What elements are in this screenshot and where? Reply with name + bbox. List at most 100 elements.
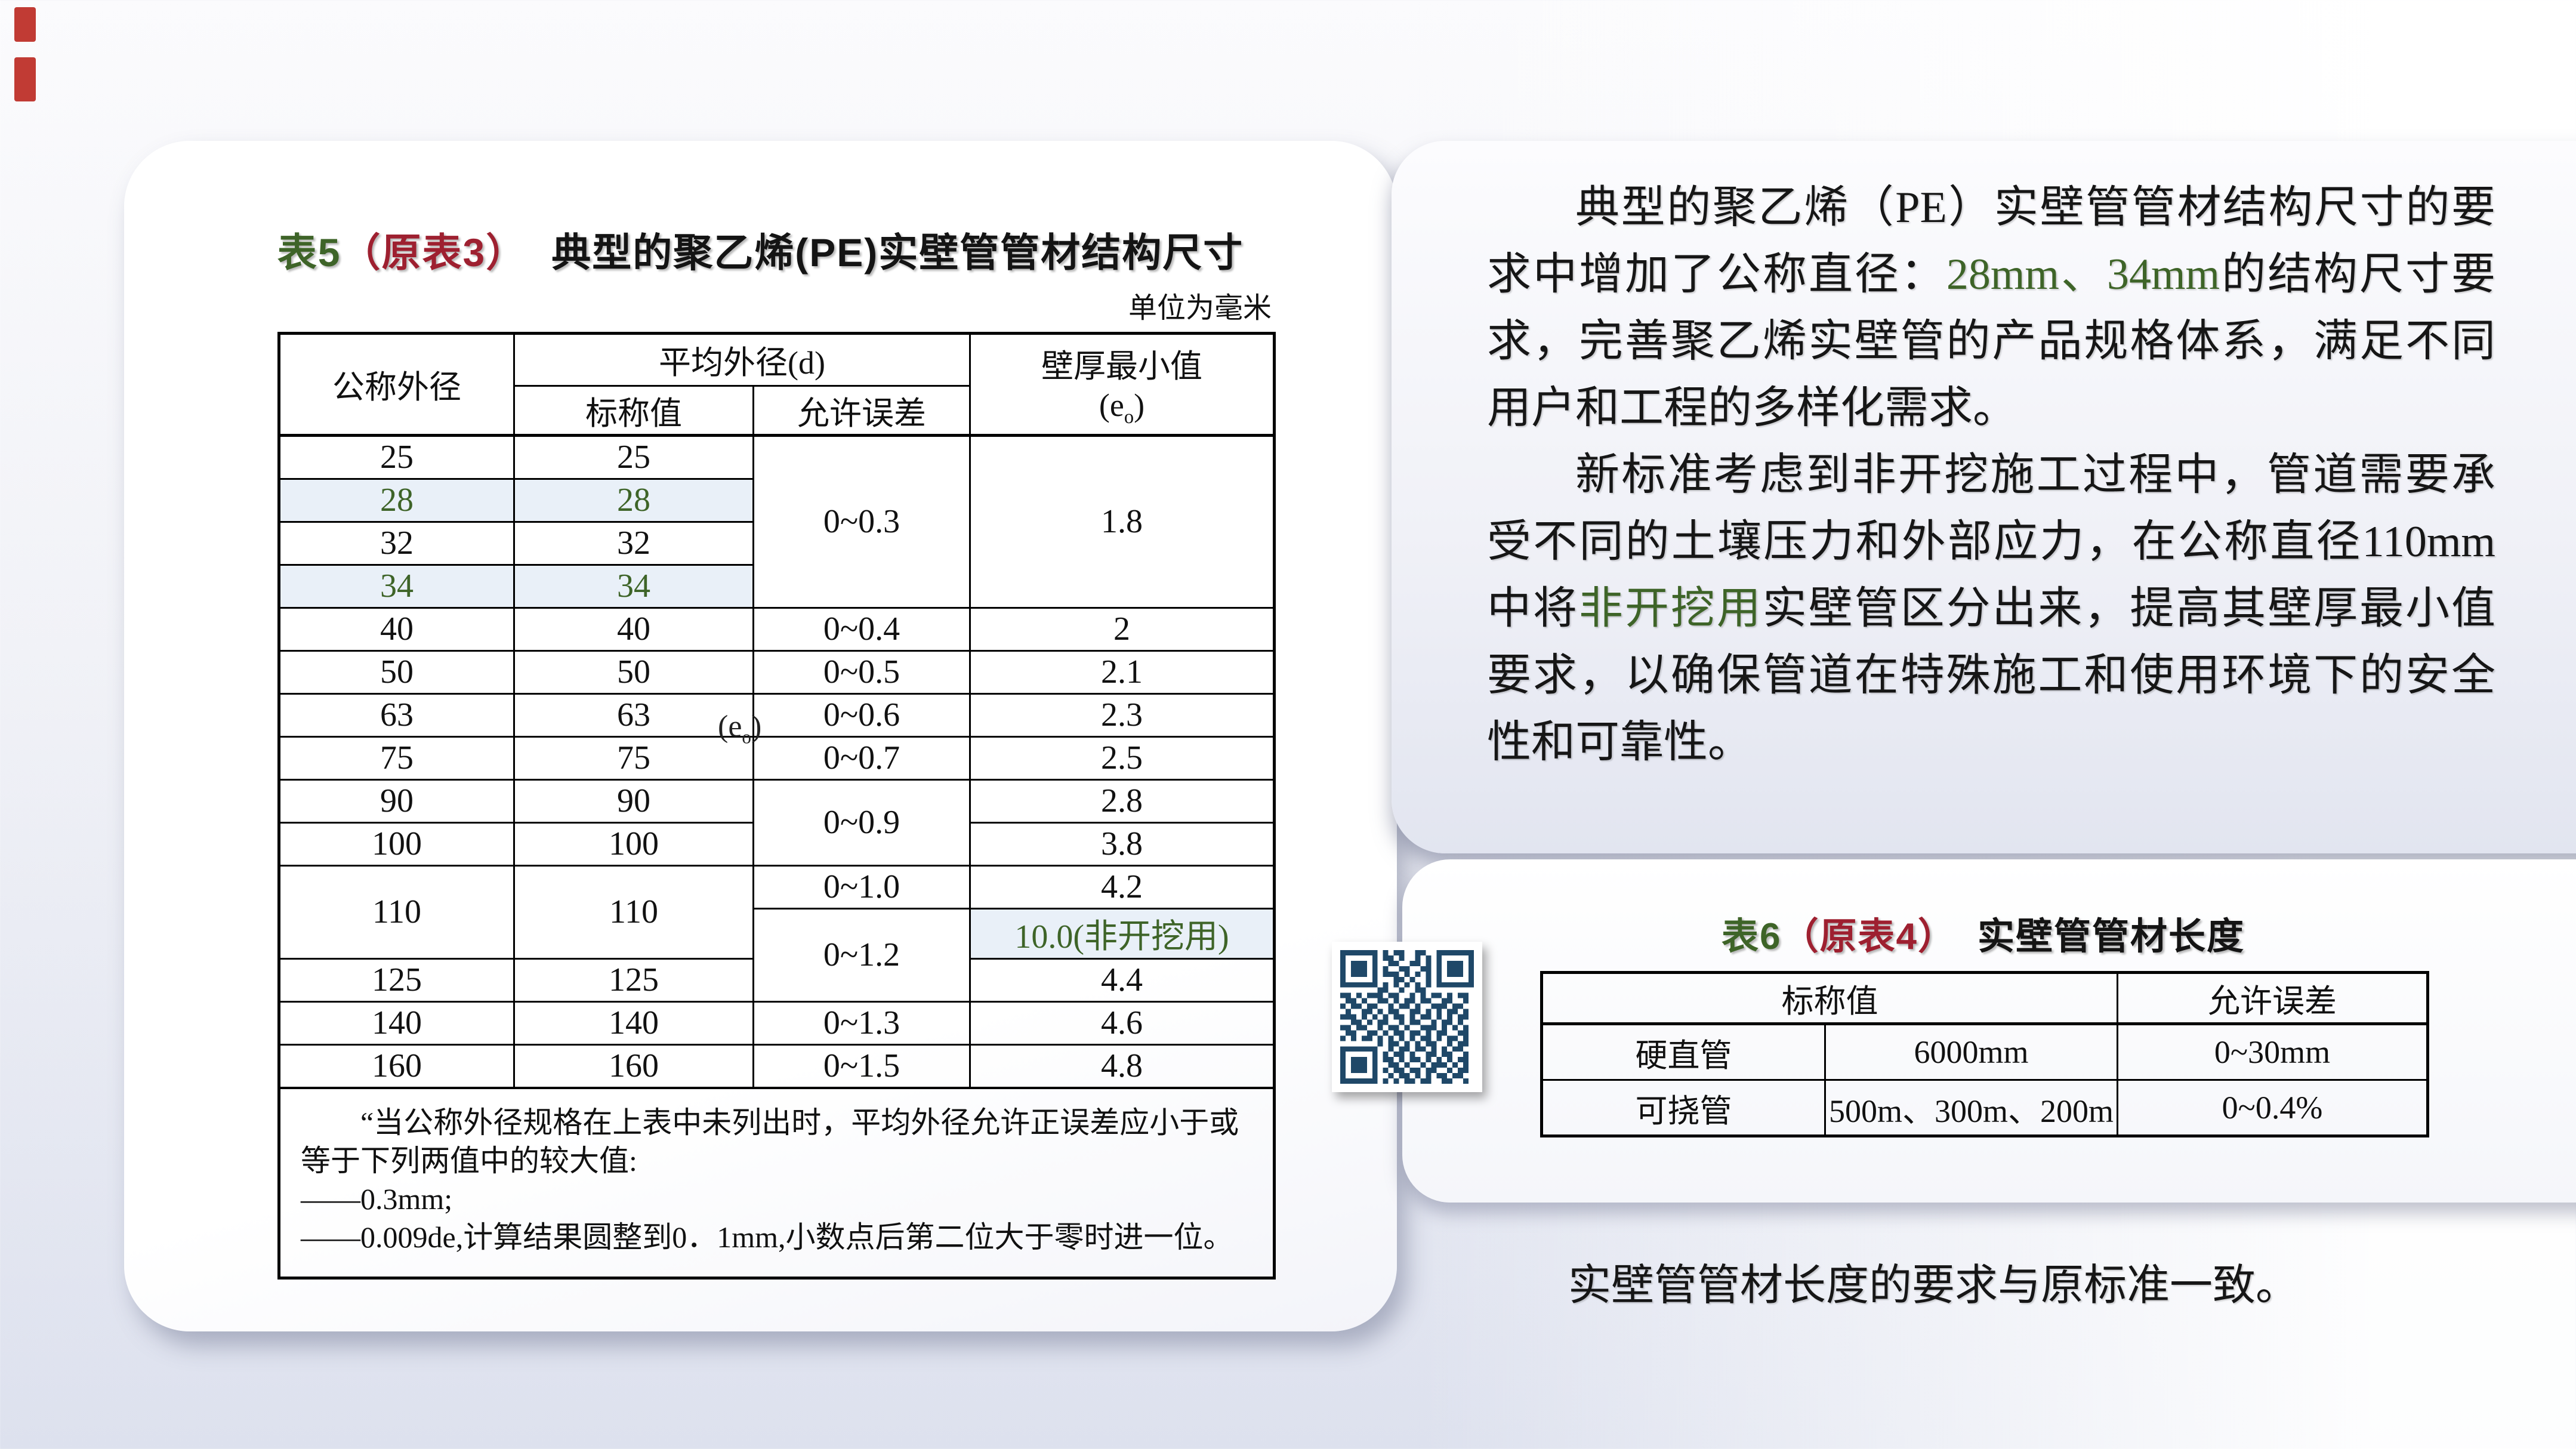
header-nominal-od: 公称外径	[278, 332, 515, 436]
table-row: 75 75 0~0.7 2.5	[278, 735, 1275, 781]
table-row: 硬直管 6000mm 0~30mm	[1541, 1023, 2429, 1081]
cell-od: 34	[278, 563, 515, 609]
cell-wall: 4.8	[969, 1043, 1275, 1089]
table5-original-number: （原表3）	[341, 230, 527, 275]
cell-od: 63	[278, 692, 515, 738]
cell-wall: 2.8	[969, 778, 1275, 824]
cell-wall: 4.2	[969, 864, 1275, 910]
table5-title: 表5（原表3） 典型的聚乙烯(PE)实壁管管材结构尺寸	[148, 230, 1373, 276]
table5-footnote: “当公称外径规格在上表中未列出时，平均外径允许正误差应小于或等于下列两值中的较大…	[280, 1089, 1273, 1277]
table-row: 32 32	[278, 520, 1275, 566]
cell-od: 110	[278, 864, 515, 960]
qr-code	[1332, 942, 1482, 1092]
red-corner-decoration-top	[14, 7, 36, 42]
cell-tolerance: 0~1.0	[752, 864, 971, 910]
cell-od: 125	[278, 957, 515, 1003]
table-row-highlight-28: 28 28	[278, 477, 1275, 523]
cell-nominal: 160	[513, 1043, 754, 1089]
table-row: 25 25 0~0.3 1.8	[278, 434, 1275, 609]
cell-tolerance: 0~0.4	[752, 606, 971, 652]
cell-nominal: 25	[513, 434, 754, 480]
commentary-text: 典型的聚乙烯（PE）实壁管管材结构尺寸的要求中增加了公称直径：28mm、34mm…	[1487, 174, 2495, 776]
cell-wall: 1.8	[969, 434, 1275, 609]
highlighted-diameters: 28mm、34mm	[1946, 250, 2220, 299]
stray-e0-label: (eo)	[718, 710, 762, 748]
table5-panel: 表5（原表3） 典型的聚乙烯(PE)实壁管管材结构尺寸 单位为毫米 公称外径 平均…	[124, 141, 1397, 1331]
cell-wall: 3.8	[969, 821, 1275, 867]
header-min-wall: 壁厚最小值 (eo)	[969, 332, 1275, 436]
cell-tolerance: 0~0.9	[752, 778, 971, 867]
qr-code-icon	[1340, 950, 1474, 1084]
cell-tolerance: 0~0.4%	[2117, 1079, 2429, 1137]
table-row: 50 50 0~0.5 2.1	[278, 649, 1275, 695]
table6-title: 表6（原表4） 实壁管管材长度	[1540, 915, 2426, 958]
cell-nominal: 63	[513, 692, 754, 738]
cell-tolerance: 0~0.5	[752, 649, 971, 695]
cell-tolerance: 0~0.7	[752, 735, 971, 781]
table-row: 110 110 0~1.0 4.2	[278, 864, 1275, 960]
cell-od: 100	[278, 821, 515, 867]
table-row-highlight-trenchless: 0~1.2 10.0(非开挖用)	[279, 907, 1275, 1003]
cell-wall: 4.4	[969, 957, 1275, 1003]
table5-number: 表5	[277, 230, 341, 275]
cell-od: 28	[278, 477, 515, 523]
cell-tolerance: 0~1.3	[752, 1000, 971, 1046]
cell-tolerance: 0~0.3	[752, 434, 971, 609]
cell-pipe-type: 硬直管	[1541, 1023, 1826, 1081]
highlighted-trenchless: 非开挖用	[1578, 584, 1763, 633]
footnote-line: ——0.3mm;	[301, 1182, 453, 1216]
cell-wall-trenchless: 10.0(非开挖用)	[969, 907, 1275, 960]
cell-od: 75	[278, 735, 515, 781]
header-tolerance: 允许误差	[2117, 972, 2429, 1025]
table6-title-text: 实壁管管材长度	[1977, 916, 2245, 957]
paragraph-diameter-addition: 典型的聚乙烯（PE）实壁管管材结构尺寸的要求中增加了公称直径：28mm、34mm…	[1487, 183, 2496, 433]
cell-nominal: 125	[513, 957, 754, 1003]
cell-nominal: 50	[513, 649, 754, 695]
cell-wall: 2.5	[969, 735, 1275, 781]
table-row: 140 140 0~1.3 4.6	[278, 1000, 1275, 1046]
table6-panel: 表6（原表4） 实壁管管材长度 标称值 允许误差 硬直管 6000mm 0~30m…	[1402, 859, 2576, 1203]
cell-od: 32	[278, 520, 515, 566]
cell-tolerance: 0~0.6	[752, 692, 971, 738]
cell-nominal: 140	[513, 1000, 754, 1046]
table-row: 63 63 0~0.6 2.3	[278, 692, 1275, 738]
commentary-panel: 典型的聚乙烯（PE）实壁管管材结构尺寸的要求中增加了公称直径：28mm、34mm…	[1392, 141, 2576, 853]
pipe-dimension-table: 公称外径 平均外径(d) 壁厚最小值 (eo) 标称值 允许误差 25 25 0…	[277, 331, 1276, 1280]
cell-od: 90	[278, 778, 515, 824]
cell-nominal: 32	[513, 520, 754, 566]
cell-pipe-type: 可挠管	[1541, 1079, 1826, 1137]
cell-od: 140	[278, 1000, 515, 1046]
paragraph-trenchless: 新标准考虑到非开挖施工过程中，管道需要承受不同的土壤压力和外部应力，在公称直径1…	[1487, 451, 2496, 767]
cell-length: 6000mm	[1824, 1023, 2118, 1081]
table-row-highlight-34: 34 34	[278, 563, 1275, 609]
footnote-row: “当公称外径规格在上表中未列出时，平均外径允许正误差应小于或等于下列两值中的较大…	[278, 1086, 1275, 1279]
cell-wall: 4.6	[969, 1000, 1275, 1046]
cell-od: 50	[278, 649, 515, 695]
header-avg-od-group: 平均外径(d)	[513, 332, 971, 387]
cell-tolerance: 0~30mm	[2117, 1023, 2429, 1081]
footnote-line: “当公称外径规格在上表中未列出时，平均外径允许正误差应小于或等于下列两值中的较大…	[301, 1105, 1239, 1177]
header-nominal-value: 标称值	[513, 384, 754, 436]
cell-wall: 2.3	[969, 692, 1275, 738]
cell-od: 160	[278, 1043, 515, 1089]
footnote-line: ——0.009de,计算结果圆整到0．1mm,小数点后第二位大于零时进一位。	[301, 1220, 1233, 1254]
unit-note: 单位为毫米	[1128, 292, 1272, 324]
table-row: 160 160 0~1.5 4.8	[278, 1043, 1275, 1089]
table6-original-number: （原表4）	[1781, 916, 1956, 957]
pipe-length-table: 标称值 允许误差 硬直管 6000mm 0~30mm 可挠管 500m、300m…	[1540, 971, 2429, 1138]
cell-nominal: 110	[513, 864, 754, 960]
header-nominal-value: 标称值	[1541, 972, 2118, 1025]
table5-title-text: 典型的聚乙烯(PE)实壁管管材结构尺寸	[551, 230, 1244, 275]
cell-nominal: 40	[513, 606, 754, 652]
cell-length: 500m、300m、200m	[1824, 1079, 2118, 1137]
table-row: 100 100 3.8	[278, 821, 1275, 867]
cell-nominal: 75	[513, 735, 754, 781]
table6-number: 表6	[1722, 916, 1782, 957]
table-row: 125 125 4.4	[278, 957, 1275, 1003]
cell-nominal: 90	[513, 778, 754, 824]
cell-od: 40	[278, 606, 515, 652]
table-row: 90 90 0~0.9 2.8	[278, 778, 1275, 867]
cell-nominal: 34	[513, 563, 754, 609]
cell-tolerance: 0~1.2	[752, 907, 971, 1003]
